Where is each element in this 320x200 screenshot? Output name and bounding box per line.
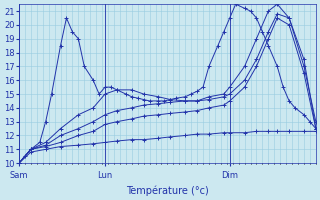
X-axis label: Température (°c): Température (°c)	[126, 185, 209, 196]
